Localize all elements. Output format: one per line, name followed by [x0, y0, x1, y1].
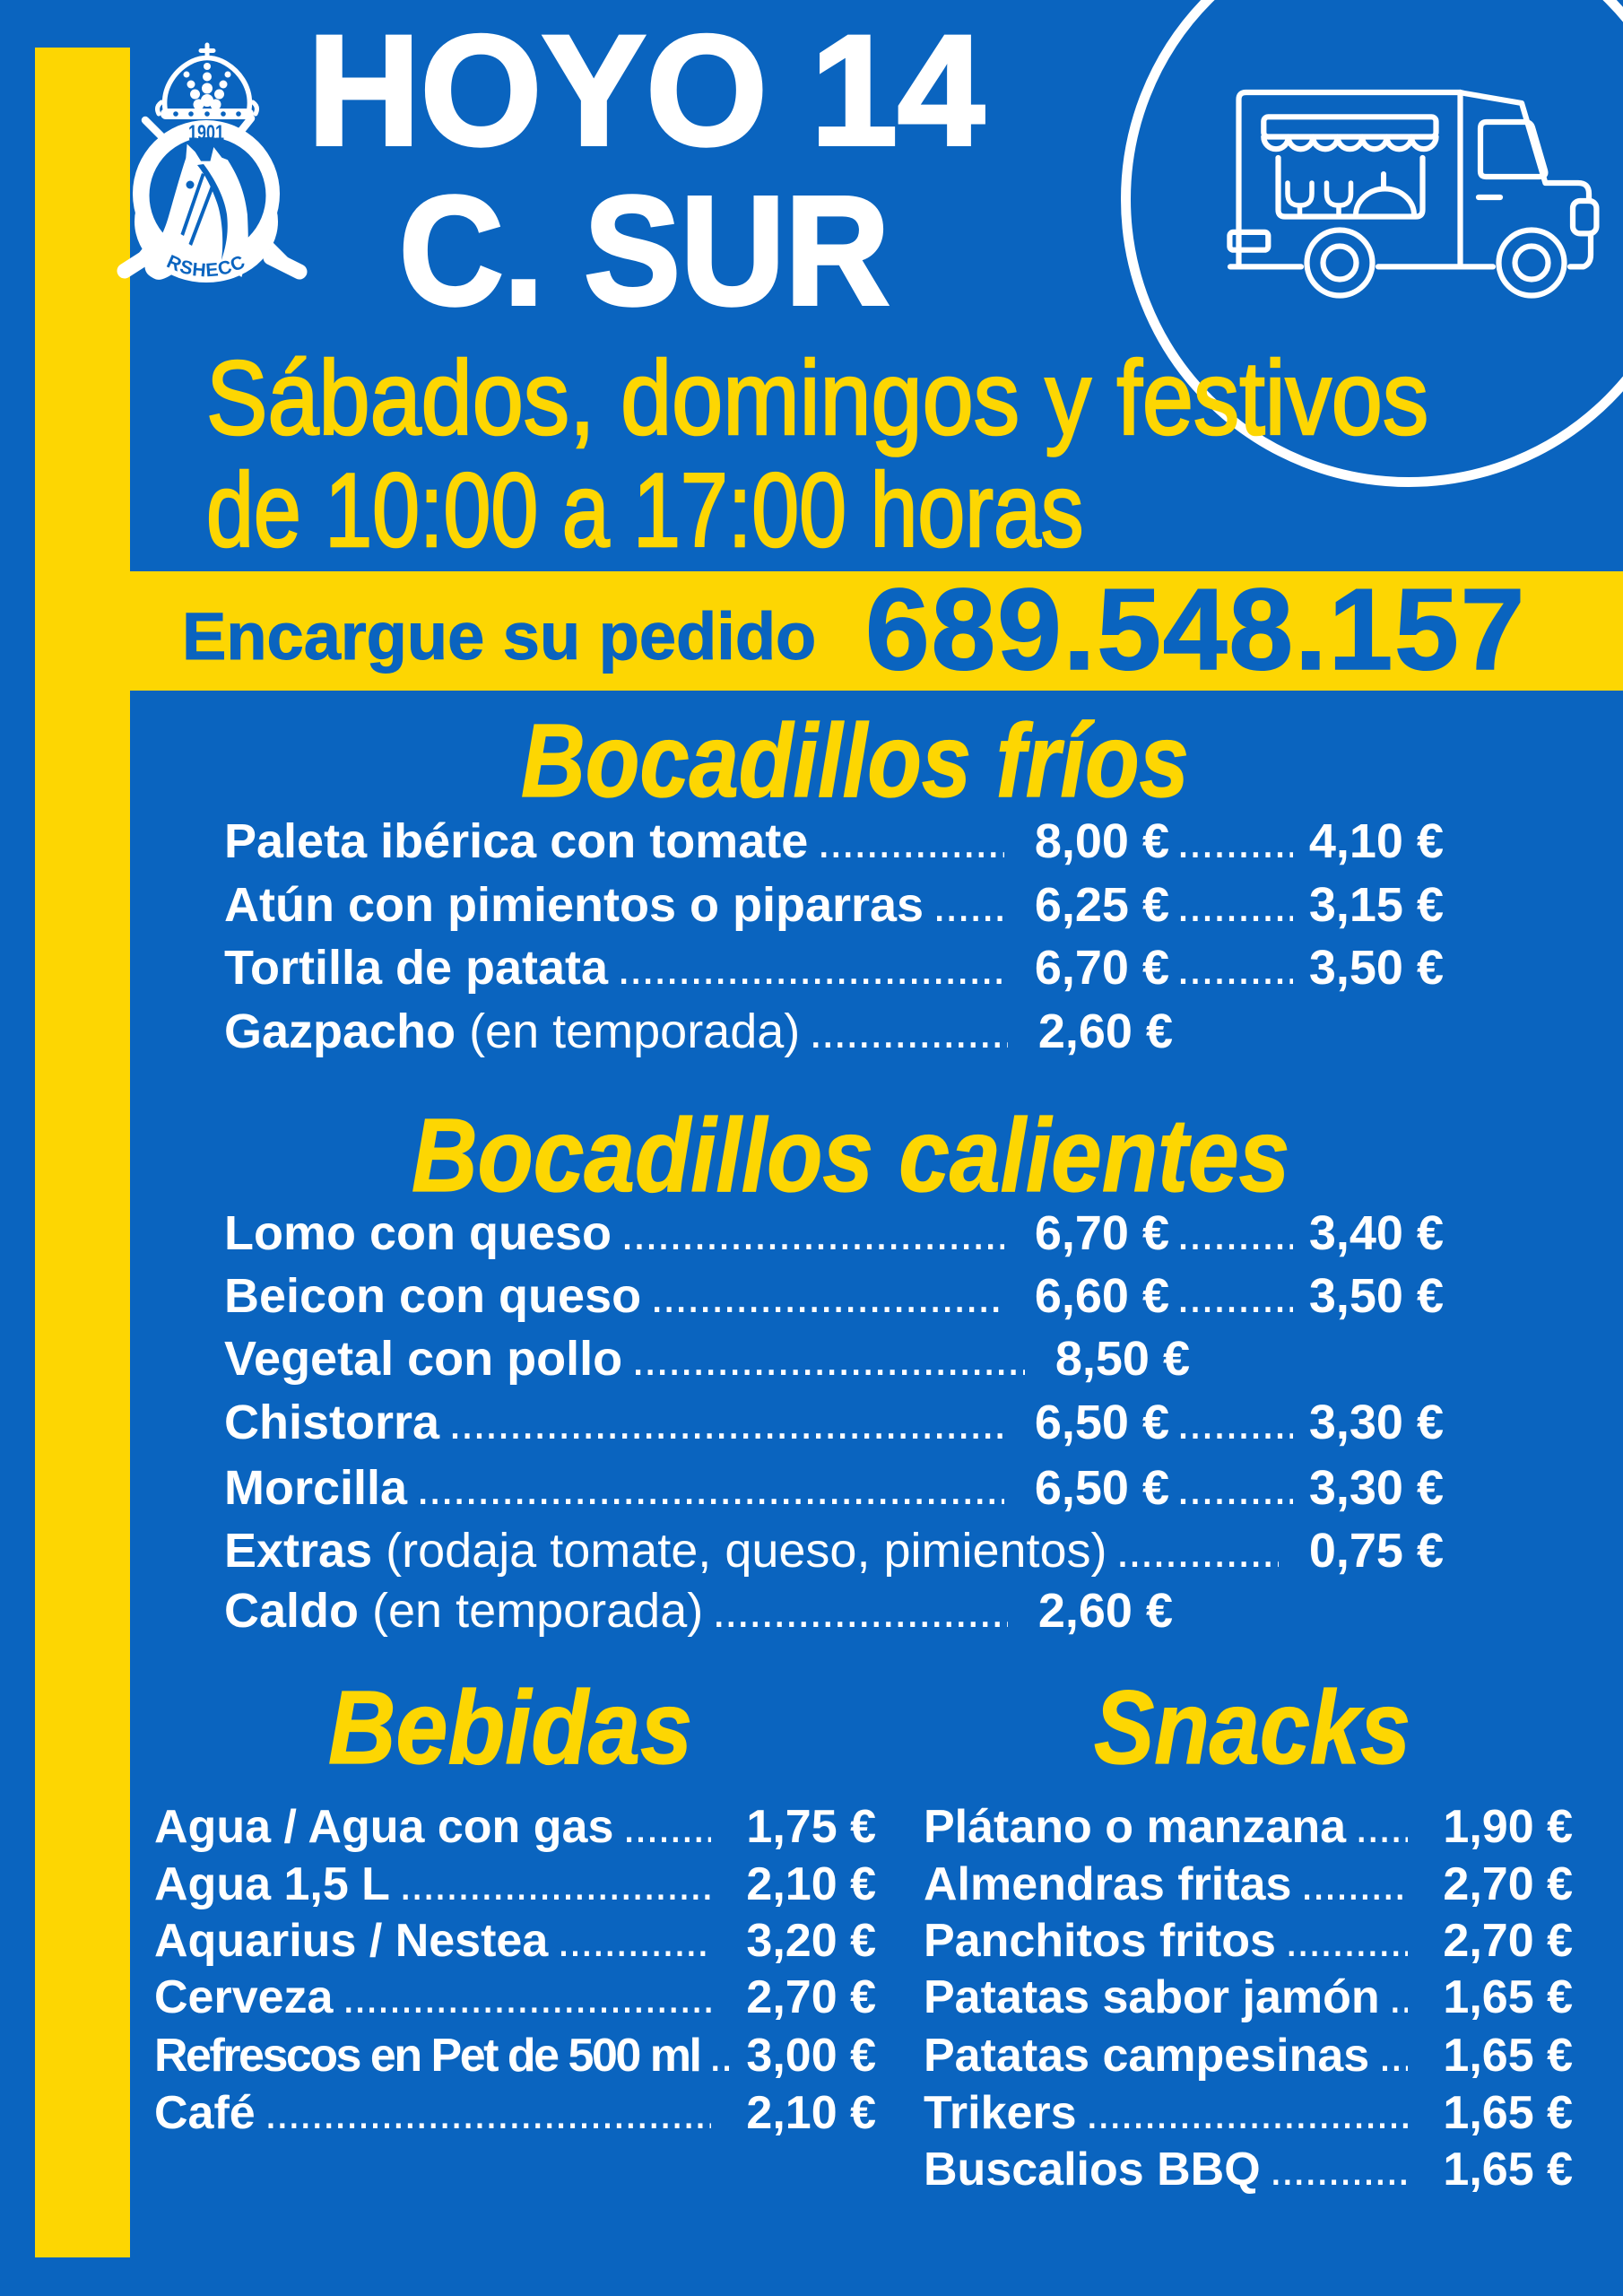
svg-text:1901: 1901	[188, 121, 224, 145]
